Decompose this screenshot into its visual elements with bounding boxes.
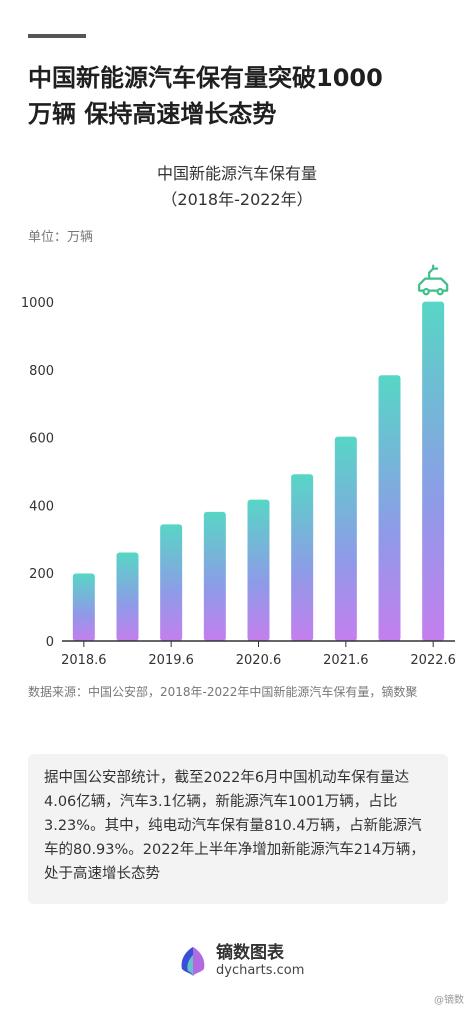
top-accent-bar	[28, 34, 86, 38]
brand-name: 镝数图表	[216, 943, 284, 963]
bar-2018.6	[72, 573, 95, 641]
summary-box: 据中国公安部统计，截至2022年6月中国机动车保有量达4.06亿辆，汽车3.1亿…	[28, 754, 448, 904]
y-tick-label: 200	[29, 567, 54, 582]
data-source-note: 数据来源：中国公安部，2018年-2022年中国新能源汽车保有量，镝数聚	[28, 685, 418, 699]
y-tick-label: 800	[29, 364, 54, 379]
unit-label: 单位：万辆	[28, 230, 94, 245]
butterfly-logo-icon	[181, 947, 205, 976]
ev-car-icon	[418, 264, 449, 296]
y-tick-label: 1000	[21, 296, 54, 311]
y-axis: 0 200 400 600 800 1000	[21, 296, 54, 650]
headline: 中国新能源汽车保有量突破1000 万辆 保持高速增长态势	[28, 60, 448, 132]
bar-2020.12	[291, 474, 314, 641]
brand: 镝数图表 dycharts.com	[176, 940, 304, 982]
x-axis: 2018.6 2019.6 2020.6 2021.6 2022.6	[61, 641, 456, 668]
y-tick-label: 400	[29, 499, 54, 514]
chart-subtitle: （2018年-2022年）	[161, 190, 313, 209]
bar-2021.12	[378, 375, 401, 641]
bar-chart: 0 200 400 600 800 1000 2018.6 2019.6 2020.6 2021…	[21, 264, 456, 668]
bar-2020.6	[247, 499, 270, 641]
bars	[72, 301, 445, 641]
x-tick-label: 2018.6	[61, 653, 107, 668]
bar-2018.12	[116, 552, 139, 641]
x-tick-label: 2021.6	[323, 653, 369, 668]
y-tick-label: 600	[29, 432, 54, 447]
bar-2019.12	[203, 511, 226, 641]
headline-line1: 中国新能源汽车保有量突破1000	[28, 64, 383, 92]
headline-line2: 万辆 保持高速增长态势	[28, 100, 277, 128]
x-tick-label: 2022.6	[410, 653, 456, 668]
x-tick-label: 2019.6	[148, 653, 194, 668]
corner-mark: @镝数	[434, 995, 464, 1006]
chart-title: 中国新能源汽车保有量	[156, 164, 317, 183]
bar-2019.6	[160, 524, 183, 641]
bar-2021.6	[334, 436, 357, 641]
y-tick-label: 0	[46, 635, 54, 650]
bar-2022.6	[422, 301, 445, 641]
x-tick-label: 2020.6	[236, 653, 282, 668]
brand-url: dycharts.com	[216, 963, 305, 978]
